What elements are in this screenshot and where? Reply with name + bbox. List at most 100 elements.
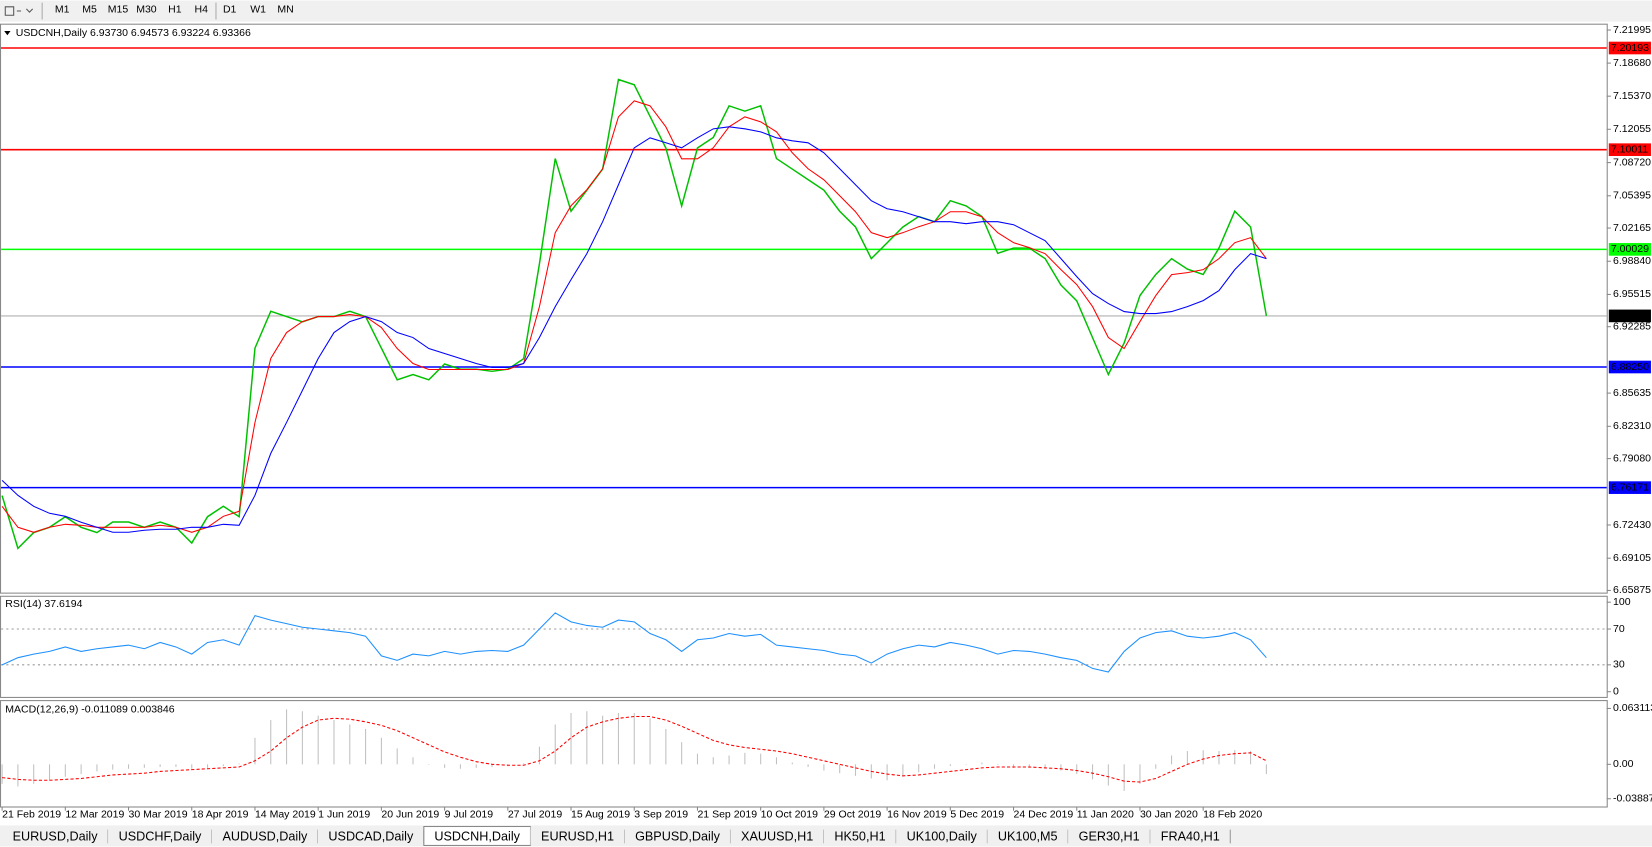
histogram-bar	[823, 764, 825, 771]
tab[interactable]	[530, 826, 625, 846]
histogram-bar	[902, 764, 904, 777]
y-tick-label: 7.12055	[1613, 123, 1651, 135]
tab-label[interactable]: USDCAD,Daily	[328, 829, 414, 843]
level-label: 7.00029	[1611, 243, 1649, 255]
tab[interactable]	[730, 826, 824, 846]
rsi-panel	[0, 595, 1608, 698]
tab-label[interactable]: EURUSD,H1	[541, 829, 614, 843]
histogram-bar	[301, 711, 303, 765]
timeframe-button[interactable]: W1	[250, 4, 266, 16]
x-tick-label: 21 Feb 2019	[2, 809, 61, 821]
tab-label[interactable]: XAUUSD,H1	[741, 829, 813, 843]
histogram-bar	[459, 764, 461, 769]
histogram-bar	[633, 712, 635, 765]
timeframe-button[interactable]: M1	[55, 4, 70, 16]
timeframe-button[interactable]: H4	[195, 4, 209, 16]
timeframe-button[interactable]: MN	[277, 4, 293, 16]
y-tick-label: 6.82310	[1613, 420, 1651, 432]
histogram-bar	[191, 764, 193, 769]
histogram-bar	[965, 764, 967, 765]
histogram-bar	[760, 753, 762, 765]
tab[interactable]	[823, 826, 897, 846]
histogram-bar	[1123, 764, 1125, 791]
histogram-bar	[523, 763, 525, 765]
histogram-bar	[538, 746, 540, 765]
tab[interactable]	[211, 826, 318, 846]
x-tick-label: 18 Feb 2020	[1203, 809, 1262, 821]
histogram-bar	[254, 737, 256, 765]
current-price-bg	[1608, 309, 1651, 323]
x-tick-label: 1 Jun 2019	[318, 809, 370, 821]
tab-label[interactable]: USDCNH,Daily	[434, 829, 520, 843]
timeframe-button[interactable]: M15	[108, 4, 129, 16]
tab[interactable]	[2, 826, 109, 846]
histogram-bar	[349, 724, 351, 765]
tab-label[interactable]: GER30,H1	[1079, 829, 1140, 843]
histogram-bar	[396, 748, 398, 765]
histogram-bar	[696, 753, 698, 765]
y-tick-label: 7.18680	[1613, 57, 1651, 69]
tab[interactable]	[317, 826, 424, 846]
histogram-bar	[33, 764, 35, 784]
tab-label[interactable]: HK50,H1	[834, 829, 885, 843]
histogram-bar	[1218, 751, 1220, 765]
tab[interactable]	[987, 826, 1069, 846]
tab-label[interactable]: UK100,M5	[998, 829, 1058, 843]
histogram-bar	[286, 709, 288, 765]
histogram-bar	[1250, 751, 1252, 765]
y-tick-label: 0.063113	[1613, 702, 1652, 714]
x-tick-label: 9 Jul 2019	[445, 809, 494, 821]
tab-label[interactable]: UK100,Daily	[907, 829, 978, 843]
timeframe-button[interactable]: M30	[136, 4, 157, 16]
level-label: 6.76171	[1611, 481, 1649, 493]
histogram-bar	[744, 752, 746, 765]
histogram-bar	[207, 764, 209, 768]
level-label-bg	[1608, 41, 1651, 55]
histogram-bar	[1202, 750, 1204, 765]
histogram-bar	[112, 764, 114, 770]
timeframe-button[interactable]: M5	[82, 4, 97, 16]
tab[interactable]	[1068, 826, 1151, 846]
histogram-bar	[949, 764, 951, 767]
histogram-bar	[365, 728, 367, 765]
tab[interactable]	[1150, 826, 1231, 846]
histogram-bar	[1013, 764, 1015, 768]
timeframe-button[interactable]: D1	[223, 4, 237, 16]
x-tick-label: 14 May 2019	[255, 809, 316, 821]
tab[interactable]	[896, 826, 988, 846]
series-line	[1, 100, 1267, 533]
tab-label[interactable]: AUDUSD,Daily	[222, 829, 308, 843]
tab-label[interactable]: FRA40,H1	[1161, 829, 1220, 843]
histogram-bar	[491, 764, 493, 767]
level-label-bg	[1608, 481, 1651, 494]
level-label: 7.20193	[1611, 42, 1649, 54]
histogram-bar	[554, 724, 556, 765]
x-tick-label: 15 Aug 2019	[571, 809, 630, 821]
tab[interactable]	[624, 826, 731, 846]
y-tick-label: 6.92285	[1613, 320, 1651, 332]
timeframe-button[interactable]: H1	[168, 4, 182, 16]
x-tick-label: 21 Sep 2019	[697, 809, 757, 821]
histogram-bar	[997, 764, 999, 765]
histogram-bar	[1265, 764, 1267, 775]
x-tick-label: 16 Nov 2019	[887, 809, 947, 821]
histogram-bar	[1044, 764, 1046, 769]
tab[interactable]	[108, 826, 212, 846]
x-tick-label: 11 Jan 2020	[1077, 809, 1134, 821]
y-tick-label: 6.95515	[1613, 288, 1651, 300]
series-line	[1, 78, 1268, 550]
histogram-bar	[412, 757, 414, 765]
y-tick-label: 6.85635	[1613, 387, 1651, 399]
histogram-bar	[17, 764, 19, 787]
histogram-bar	[128, 764, 130, 769]
histogram-bar	[933, 764, 936, 769]
histogram-bar	[428, 764, 430, 765]
x-tick-label: 30 Jan 2020	[1140, 809, 1198, 821]
tab-label[interactable]: GBPUSD,Daily	[635, 829, 721, 843]
rsi-title: RSI(14) 37.6194	[5, 598, 82, 610]
tab-label[interactable]: EURUSD,Daily	[13, 829, 99, 843]
toolbar-icon	[4, 6, 34, 16]
x-tick-label: 5 Dec 2019	[950, 809, 1004, 821]
tab-label[interactable]: USDCHF,Daily	[119, 829, 202, 843]
